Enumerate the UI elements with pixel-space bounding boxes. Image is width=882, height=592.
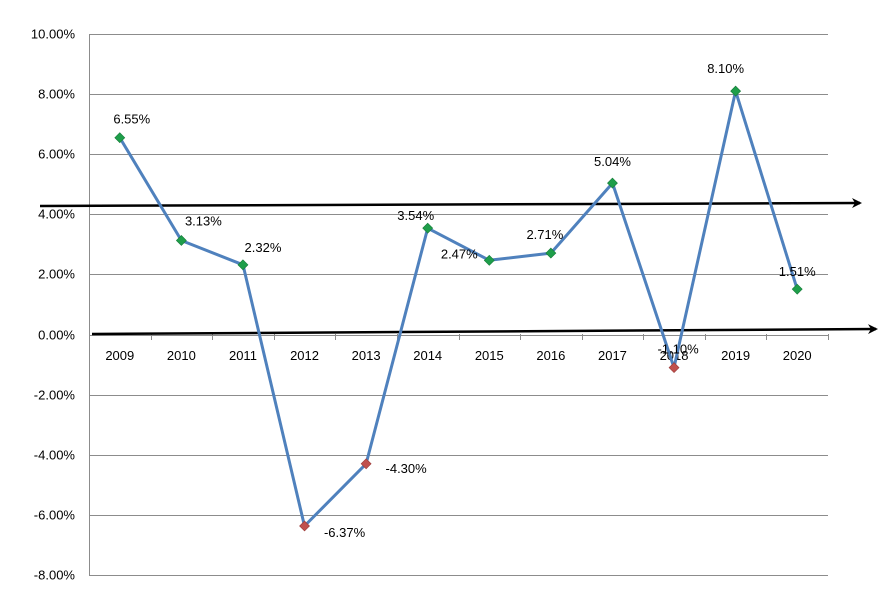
y-tick-label: 2.00% <box>38 267 75 282</box>
x-tick-label: 2013 <box>352 348 381 363</box>
data-point-2013 <box>360 458 372 470</box>
data-label-2020: 1.51% <box>779 264 816 279</box>
data-point-2010 <box>175 235 187 246</box>
x-tick-label: 2018 <box>660 348 689 363</box>
data-label-2012: -6.37% <box>324 525 366 540</box>
series-line <box>118 89 799 528</box>
x-tick-label: 2017 <box>598 348 627 363</box>
y-tick-label: 6.00% <box>38 147 75 162</box>
series-growth <box>118 89 799 528</box>
data-label-2019: 8.10% <box>707 61 744 76</box>
x-tick-label: 2016 <box>536 348 565 363</box>
data-label-2011: 2.32% <box>245 240 282 255</box>
data-point-2012 <box>299 520 310 532</box>
data-point-2018 <box>668 362 680 374</box>
data-label-2017: 5.04% <box>594 154 631 169</box>
x-axis: 2009 2010 2011 2012 2013 2014 2015 2016 2017 2018… <box>89 334 829 363</box>
x-tick-label: 2010 <box>167 348 196 363</box>
data-point-2015 <box>483 254 495 266</box>
y-tick-label: 0.00% <box>38 328 75 343</box>
data-label-2013: -4.30% <box>386 461 428 476</box>
x-tick-label: 2009 <box>105 348 134 363</box>
y-tick-label: 4.00% <box>38 207 75 222</box>
data-label-2009: 6.55% <box>113 112 150 127</box>
data-point-2011 <box>237 259 249 271</box>
zero-line-arrow <box>91 324 878 336</box>
data-point-2016 <box>545 247 557 259</box>
data-label-2014: 3.54% <box>397 208 434 223</box>
y-tick-label: -6.00% <box>34 508 76 523</box>
data-label-2018: -1.10% <box>657 342 699 357</box>
y-axis: 10.00% 8.00% 6.00% 4.00% 2.00% 0.00% -2.00% -4.… <box>31 27 76 583</box>
data-labels: 6.55% 3.13% 2.32% -6.37% -4.30% 3.54% 2.47% 2.7… <box>113 61 816 540</box>
data-point-2014 <box>422 222 434 234</box>
x-tick-label: 2012 <box>290 348 319 363</box>
gridlines <box>89 34 828 576</box>
y-tick-label: 10.00% <box>31 27 76 42</box>
x-tick-label: 2019 <box>721 348 750 363</box>
y-tick-label: -8.00% <box>34 568 76 583</box>
data-label-2015: 2.47% <box>441 246 478 261</box>
data-label-2010: 3.13% <box>185 213 222 228</box>
data-markers <box>114 85 803 532</box>
x-tick-label: 2015 <box>475 348 504 363</box>
x-tick-label: 2020 <box>783 348 812 363</box>
annotation-arrows <box>39 198 878 336</box>
data-point-2017 <box>607 177 618 189</box>
data-point-2019 <box>730 85 742 97</box>
y-tick-label: -2.00% <box>34 388 76 403</box>
y-tick-label: -4.00% <box>34 448 76 463</box>
x-tick-label: 2011 <box>229 348 257 363</box>
data-label-2016: 2.71% <box>526 227 563 242</box>
data-point-2009 <box>114 132 126 144</box>
x-tick-label: 2014 <box>413 348 442 363</box>
upper-reference-arrow <box>39 198 862 209</box>
y-tick-label: 8.00% <box>38 87 75 102</box>
data-point-2020 <box>791 283 803 295</box>
